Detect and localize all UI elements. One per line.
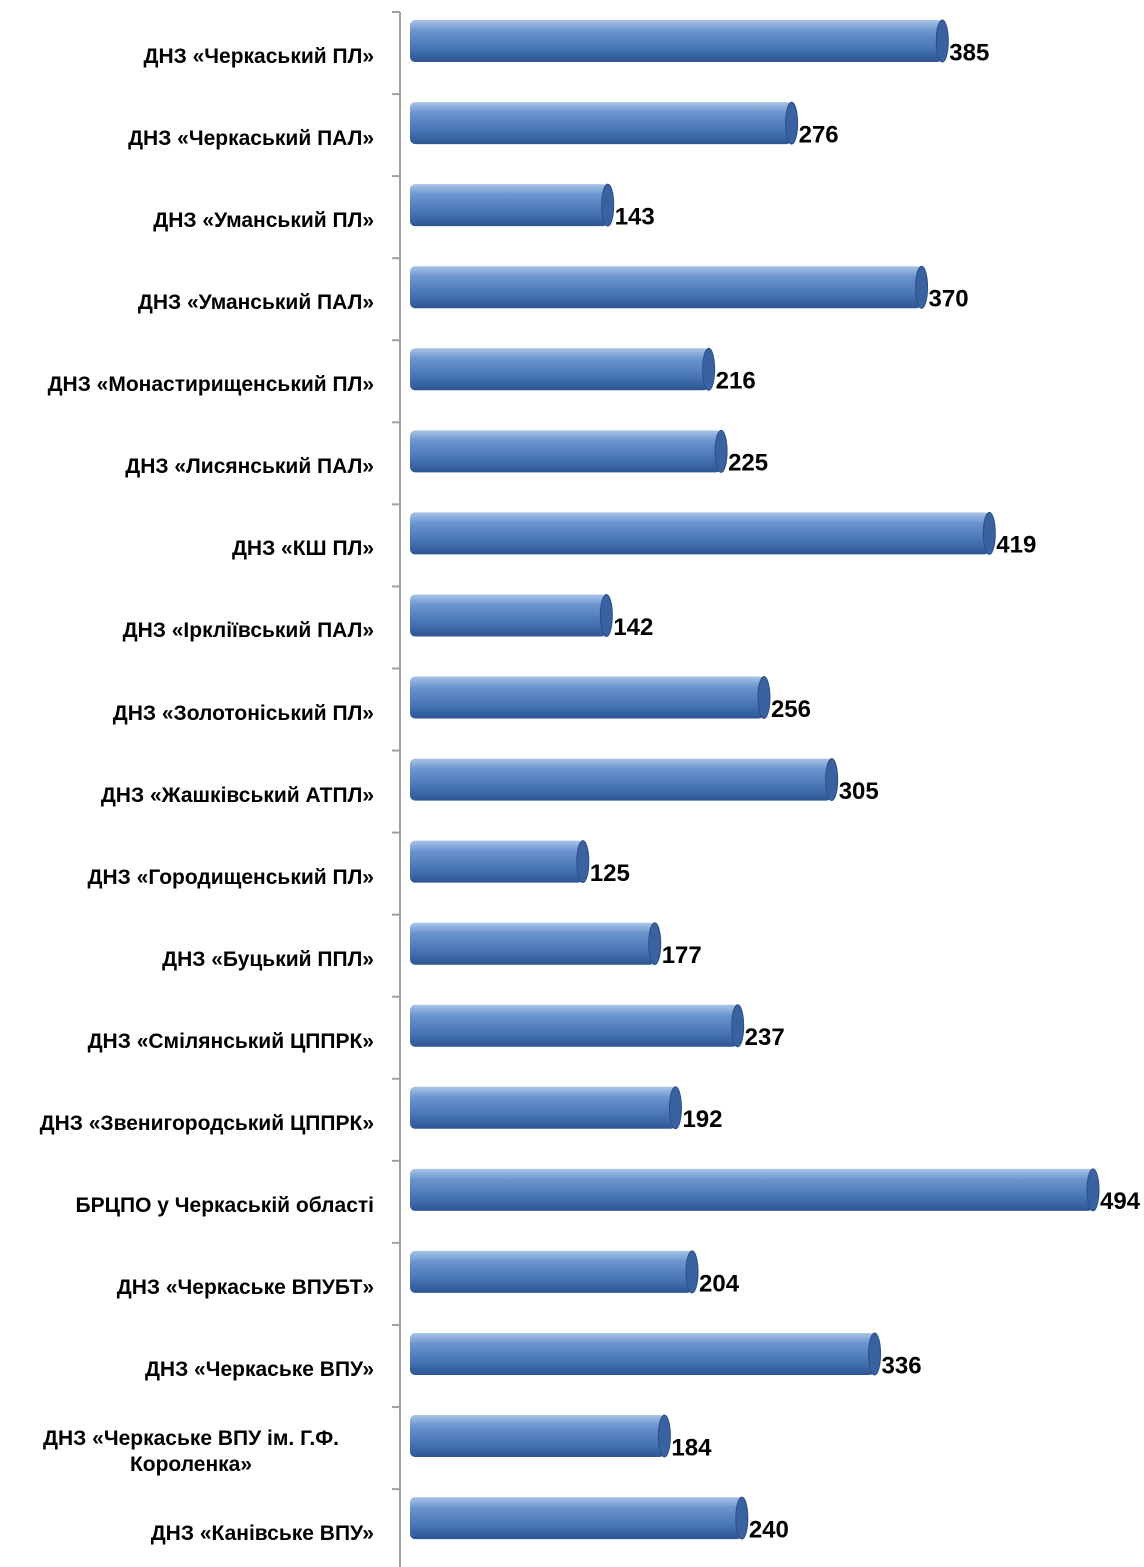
category-label: ДНЗ «Жашкiвський АТПЛ» — [100, 783, 374, 807]
bar-cap — [915, 265, 929, 309]
bar — [410, 1332, 882, 1376]
bar-cap — [599, 593, 613, 637]
bar — [410, 1250, 699, 1294]
value-label: 385 — [949, 39, 989, 66]
bar-cap — [982, 511, 996, 555]
bar-cap — [657, 1414, 671, 1458]
category-label: БРЦПО у Черкаськiй областi — [75, 1193, 374, 1217]
bar — [410, 347, 716, 391]
bar — [410, 840, 590, 884]
value-label: 336 — [882, 1352, 922, 1379]
bar-cap — [576, 840, 590, 884]
bar — [410, 183, 615, 227]
category-label: ДНЗ «Городищенський ПЛ» — [87, 865, 374, 889]
bar-body — [410, 20, 943, 63]
value-label: 216 — [716, 368, 756, 395]
category-label: ДНЗ «Черкаський ПЛ» — [143, 45, 374, 69]
bar-cap — [731, 1004, 745, 1048]
bar-body — [410, 430, 722, 473]
value-label: 204 — [699, 1270, 740, 1297]
bar-body — [410, 1415, 665, 1458]
bar-cap — [685, 1250, 699, 1294]
value-label: 192 — [682, 1106, 722, 1133]
bar — [410, 265, 929, 309]
bar — [410, 19, 949, 63]
value-label: 225 — [728, 450, 768, 477]
bar-cap — [648, 922, 662, 966]
value-label: 184 — [671, 1434, 712, 1461]
category-label: ДНЗ «Черкаське ВПУБТ» — [116, 1275, 374, 1299]
value-label: 276 — [799, 121, 839, 148]
bar — [410, 593, 613, 637]
value-label: 256 — [771, 696, 811, 723]
bar-cap — [735, 1496, 749, 1540]
bar-body — [410, 1250, 693, 1293]
bar-cap — [702, 347, 716, 391]
category-label: ДНЗ «Уманський ПЛ» — [153, 209, 374, 233]
bar — [410, 429, 728, 473]
bar-body — [410, 1332, 875, 1375]
bar — [410, 758, 839, 802]
bar — [410, 1168, 1100, 1212]
bar-cap — [1086, 1168, 1100, 1212]
category-label: ДНЗ «Черкаський ПАЛ» — [128, 127, 374, 151]
bar-body — [410, 840, 583, 883]
value-label: 142 — [613, 614, 653, 641]
bar — [410, 1004, 745, 1048]
category-label: ДНЗ «Черкаське ВПУ» — [144, 1357, 374, 1381]
category-label: ДНЗ «Монастирищенський ПЛ» — [47, 373, 374, 397]
value-label: 419 — [996, 532, 1036, 559]
value-label: 370 — [929, 286, 969, 313]
value-label: 240 — [749, 1516, 789, 1543]
bar — [410, 1414, 671, 1458]
value-label: 125 — [590, 860, 630, 887]
bar-body — [410, 676, 764, 719]
value-label: 143 — [615, 203, 655, 230]
bar-body — [410, 758, 832, 801]
category-label: ДНЗ «Ірклiївський ПАЛ» — [122, 619, 374, 643]
bar-body — [410, 184, 608, 227]
category-label: ДНЗ «КШ ПЛ» — [231, 537, 374, 561]
bar-cap — [668, 1086, 682, 1130]
bar — [410, 101, 799, 145]
bar-body — [410, 1004, 738, 1047]
category-label: ДНЗ «Смiлянський ЦППРК» — [87, 1029, 374, 1053]
category-label: ДНЗ «Черкаське ВПУ iм. Г.Ф. Короленка» — [43, 1427, 339, 1477]
bar-body — [410, 1086, 676, 1129]
category-label: ДНЗ «Золотонiський ПЛ» — [112, 701, 374, 725]
bar-cap — [868, 1332, 882, 1376]
category-label: ДНЗ «Звенигородський ЦППРК» — [39, 1111, 374, 1135]
bar-cap — [785, 101, 799, 145]
bar-body — [410, 1497, 742, 1540]
bar-cap — [601, 183, 615, 227]
value-label: 305 — [839, 778, 879, 805]
bar-body — [410, 348, 709, 391]
category-label: ДНЗ «Лисянський ПАЛ» — [125, 455, 374, 479]
category-label: ДНЗ «Уманський ПАЛ» — [137, 291, 374, 315]
bar — [410, 922, 662, 966]
bar-body — [410, 266, 922, 309]
category-label: ДНЗ «Буцький ППЛ» — [162, 947, 374, 971]
value-label: 177 — [662, 942, 702, 969]
bar-body — [410, 512, 990, 555]
bar-body — [410, 1168, 1093, 1211]
value-label: 494 — [1100, 1188, 1141, 1215]
value-label: 237 — [745, 1024, 785, 1051]
bar-body — [410, 594, 607, 637]
bar — [410, 511, 996, 555]
bar — [410, 676, 771, 720]
bar-cap — [757, 676, 771, 720]
bar — [410, 1086, 682, 1130]
bar-cap — [935, 19, 949, 63]
bar-body — [410, 102, 792, 145]
category-label: ДНЗ «Канiвське ВПУ» — [150, 1522, 374, 1546]
bar-cap — [714, 429, 728, 473]
bar-cap — [825, 758, 839, 802]
bar — [410, 1496, 749, 1540]
bar-body — [410, 922, 655, 965]
